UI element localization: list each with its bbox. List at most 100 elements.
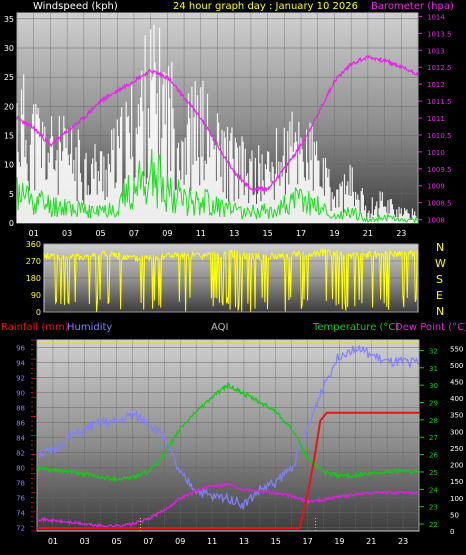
aqi-tick-label: 400 bbox=[450, 395, 463, 403]
wind-x-tick-label: 01 bbox=[29, 229, 39, 238]
baro-tick-label: 1008.5 bbox=[427, 200, 452, 208]
humidity-tick-label: 74 bbox=[16, 509, 25, 517]
humidity-tick-label: 76 bbox=[16, 494, 25, 502]
humidity-tick-label: 80 bbox=[16, 464, 25, 472]
humidity-tick-label: 94 bbox=[16, 359, 25, 367]
barometer-axis-label: Barometer (hpa) bbox=[371, 1, 454, 12]
climate-x-tick-label: 09 bbox=[175, 537, 185, 546]
wind-x-tick-label: 09 bbox=[162, 229, 172, 238]
climate-x-tick-label: 03 bbox=[80, 537, 90, 546]
temperature-tick-label: 26 bbox=[429, 452, 438, 460]
wind-tick-label: 5 bbox=[9, 190, 14, 199]
temperature-tick-label: 29 bbox=[429, 400, 438, 408]
rainfall-axis-label: Rainfall (mm) bbox=[1, 322, 69, 333]
baro-tick-label: 1009 bbox=[427, 183, 445, 191]
humidity-tick-label: 86 bbox=[16, 419, 25, 427]
aqi-tick-label: 0 bbox=[450, 528, 454, 536]
wind-x-tick-label: 11 bbox=[196, 229, 206, 238]
direction-letter-n-top: N bbox=[436, 241, 444, 254]
humidity-tick-label: 92 bbox=[16, 374, 25, 382]
wind-tick-label: 15 bbox=[4, 132, 14, 141]
baro-tick-label: 1013.5 bbox=[427, 30, 452, 38]
climate-x-tick-label: 17 bbox=[302, 537, 312, 546]
temperature-tick-label: 22 bbox=[429, 521, 438, 529]
direction-letter-n-bottom: N bbox=[436, 305, 444, 318]
humidity-tick-label: 84 bbox=[16, 434, 25, 442]
wind-tick-label: 25 bbox=[4, 73, 14, 82]
aqi-tick-label: 300 bbox=[450, 428, 463, 436]
humidity-tick-label: 72 bbox=[16, 524, 25, 532]
wind-tick-label: 30 bbox=[4, 44, 14, 53]
baro-tick-label: 1010 bbox=[427, 149, 445, 157]
wind-x-tick-label: 17 bbox=[296, 229, 306, 238]
temperature-axis-label: Temperature (°C) bbox=[312, 322, 399, 333]
direction-letter-s: S bbox=[436, 273, 443, 286]
humidity-tick-label: 90 bbox=[16, 389, 25, 397]
wind-tick-label: 10 bbox=[4, 161, 14, 170]
direction-tick-label: 360 bbox=[26, 240, 41, 249]
aqi-tick-label: 450 bbox=[450, 379, 463, 387]
direction-letter-w: W bbox=[435, 257, 446, 270]
temperature-series bbox=[36, 382, 420, 484]
aqi-tick-label: 500 bbox=[450, 362, 463, 370]
wind-x-tick-label: 21 bbox=[363, 229, 373, 238]
temperature-tick-label: 28 bbox=[429, 417, 438, 425]
baro-tick-label: 1012 bbox=[427, 81, 445, 89]
aqi-axis-label: AQI bbox=[211, 322, 229, 333]
wind-x-tick-label: 23 bbox=[396, 229, 406, 238]
aqi-tick-label: 50 bbox=[450, 511, 459, 519]
wind-direction-series bbox=[43, 248, 418, 312]
aqi-tick-label: 350 bbox=[450, 412, 463, 420]
baro-tick-label: 1008 bbox=[427, 217, 445, 225]
temperature-tick-label: 30 bbox=[429, 382, 438, 390]
climate-x-tick-label: 11 bbox=[207, 537, 217, 546]
baro-tick-label: 1013 bbox=[427, 47, 445, 55]
climate-x-tick-label: 05 bbox=[111, 537, 121, 546]
aqi-tick-label: 200 bbox=[450, 462, 463, 470]
humidity-tick-label: 82 bbox=[16, 449, 25, 457]
rainfall-series bbox=[37, 411, 419, 529]
aqi-tick-label: 250 bbox=[450, 445, 463, 453]
direction-tick-label: 90 bbox=[31, 291, 41, 300]
wind-tick-label: 0 bbox=[9, 219, 14, 228]
humidity-axis-label: Humidity bbox=[67, 322, 112, 333]
humidity-series bbox=[36, 345, 420, 510]
humidity-tick-label: 96 bbox=[16, 344, 25, 352]
baro-tick-label: 1011.5 bbox=[427, 98, 452, 106]
baro-tick-label: 1012.5 bbox=[427, 64, 452, 72]
baro-tick-label: 1010.5 bbox=[427, 132, 452, 140]
chart-title: 24 hour graph day : January 10 2026 bbox=[173, 1, 358, 12]
dewpoint-axis-label: Dew Point (°C) bbox=[395, 322, 466, 333]
temperature-tick-label: 32 bbox=[429, 347, 438, 355]
climate-x-tick-label: 19 bbox=[334, 537, 344, 546]
wind-x-tick-label: 13 bbox=[229, 229, 239, 238]
temperature-tick-label: 27 bbox=[429, 434, 438, 442]
aqi-tick-label: 100 bbox=[450, 495, 463, 503]
aqi-tick-label: 150 bbox=[450, 478, 463, 486]
baro-tick-label: 1011 bbox=[427, 115, 445, 123]
climate-x-tick-label: 15 bbox=[271, 537, 281, 546]
wind-average-series bbox=[16, 148, 418, 224]
temperature-tick-label: 24 bbox=[429, 486, 438, 494]
direction-letter-e: E bbox=[436, 289, 443, 302]
baro-tick-label: 1014 bbox=[427, 13, 445, 21]
wind-x-tick-label: 07 bbox=[129, 229, 139, 238]
direction-tick-label: 180 bbox=[26, 274, 41, 283]
temperature-tick-label: 25 bbox=[429, 469, 438, 477]
temperature-tick-label: 31 bbox=[429, 365, 438, 373]
barometer-series bbox=[16, 54, 419, 193]
aqi-tick-label: 550 bbox=[450, 345, 463, 353]
wind-x-tick-label: 03 bbox=[62, 229, 72, 238]
humidity-tick-label: 88 bbox=[16, 404, 25, 412]
dewpoint-series bbox=[37, 482, 420, 528]
climate-x-tick-label: 01 bbox=[48, 537, 58, 546]
wind-tick-label: 20 bbox=[4, 102, 14, 111]
climate-x-tick-label: 23 bbox=[398, 537, 408, 546]
climate-x-tick-label: 13 bbox=[239, 537, 249, 546]
baro-tick-label: 1009.5 bbox=[427, 166, 452, 174]
windspeed-axis-label: Windspeed (kph) bbox=[33, 1, 118, 12]
humidity-tick-label: 78 bbox=[16, 479, 25, 487]
wind-x-tick-label: 19 bbox=[329, 229, 339, 238]
